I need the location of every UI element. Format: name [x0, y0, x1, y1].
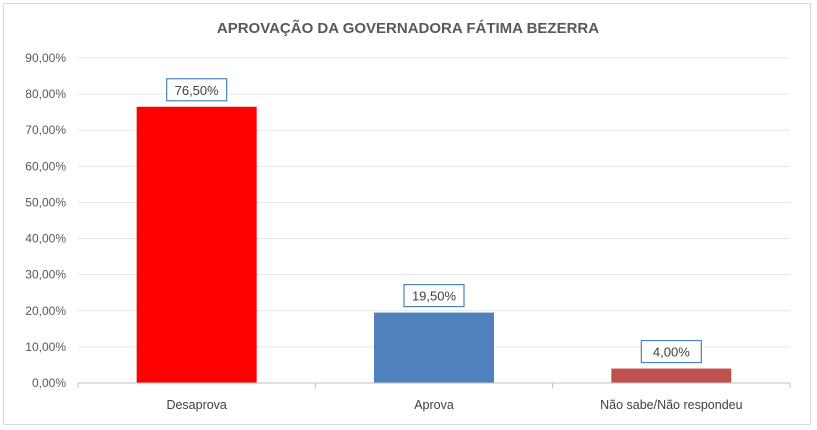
- data-labels: 76,50% 19,50% 4,00%: [166, 78, 702, 364]
- y-tick-label: 0,00%: [32, 376, 66, 390]
- y-tick-label: 30,00%: [25, 268, 66, 282]
- y-tick-label: 20,00%: [25, 304, 66, 318]
- data-label: 4,00%: [653, 345, 690, 360]
- data-label-box: [166, 78, 228, 102]
- bar: [611, 368, 732, 383]
- y-tick-label: 40,00%: [25, 232, 66, 246]
- y-tick-label: 10,00%: [25, 340, 66, 354]
- y-axis-ticks: 0,00% 10,00% 20,00% 30,00% 40,00% 50,00% 60,00…: [25, 51, 66, 390]
- x-tick-label: Não sabe/Não respondeu: [600, 398, 743, 412]
- x-axis: Desaprova Aprova Não sabe/Não respondeu: [77, 382, 791, 412]
- data-label-box: [640, 339, 702, 364]
- bars: [136, 106, 732, 383]
- y-tick-label: 70,00%: [25, 123, 66, 137]
- x-tick-label: Desaprova: [166, 398, 226, 412]
- data-label: 76,50%: [175, 83, 220, 98]
- y-tick-label: 50,00%: [25, 195, 66, 209]
- chart-title: APROVAÇÃO DA GOVERNADORA FÁTIMA BEZERRA: [217, 19, 599, 37]
- bar: [374, 312, 494, 383]
- y-tick-label: 60,00%: [25, 159, 66, 173]
- y-tick-label: 90,00%: [25, 51, 66, 65]
- y-tick-label: 80,00%: [25, 87, 66, 101]
- data-label-box: [403, 283, 465, 308]
- bar: [136, 106, 257, 383]
- data-label: 19,50%: [412, 289, 457, 304]
- x-tick-label: Aprova: [414, 398, 454, 412]
